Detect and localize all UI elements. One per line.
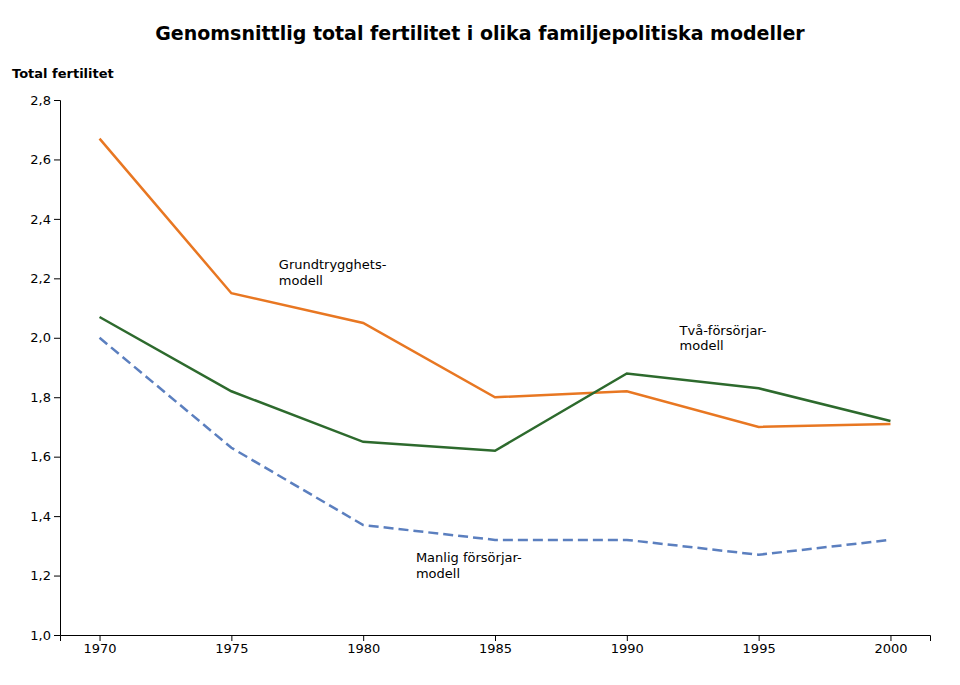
line	[100, 338, 891, 555]
tick-label: 1,8	[30, 390, 51, 405]
axis-line	[61, 636, 931, 642]
tick: 1990	[611, 635, 644, 656]
tick-mark	[54, 278, 60, 279]
tick-label: 2,6	[30, 152, 51, 167]
tick-mark	[54, 457, 60, 458]
tick: 1,2	[30, 568, 60, 583]
tick-mark	[54, 397, 60, 398]
tick: 1985	[479, 635, 512, 656]
tick: 1975	[215, 635, 248, 656]
tick-mark	[54, 219, 60, 220]
plot: 1970 1975 1980 1985 1990 1995 2000 1,0 1,2 1,4 1,6…	[30, 93, 930, 657]
tick-label: 1995	[743, 641, 776, 656]
tick-label: 2000	[874, 641, 907, 656]
tick: 1970	[83, 635, 116, 656]
tick-mark	[54, 516, 60, 517]
tick-label: 1,2	[30, 568, 51, 583]
tick: 2,0	[30, 330, 60, 345]
tick: 2000	[874, 635, 907, 656]
tick-mark	[54, 100, 60, 101]
lines	[100, 139, 891, 555]
x-axis: 1970 1975 1980 1985 1990 1995 2000	[61, 635, 931, 656]
chart: Genomsnittlig total fertilitet i olika f…	[0, 0, 960, 685]
tick: 2,4	[30, 212, 60, 227]
tick-label: 1,4	[30, 509, 51, 524]
tick: 2,2	[30, 271, 60, 286]
axis-line	[54, 101, 61, 636]
tick-mark	[495, 635, 496, 641]
tick: 1,0	[30, 628, 60, 643]
tick-mark	[100, 635, 101, 641]
tick-mark	[54, 576, 60, 577]
tick: 1,8	[30, 390, 60, 405]
tick-label: 2,2	[30, 271, 51, 286]
tick-mark	[231, 635, 232, 641]
annotation: Grundtrygghets-modell	[279, 257, 387, 288]
tick-label: 1985	[479, 641, 512, 656]
tick-label: 2,8	[30, 93, 51, 108]
tick-mark	[363, 635, 364, 641]
tick: 1980	[347, 635, 380, 656]
annotation: Manlig försörjar-modell	[416, 550, 522, 581]
title: Genomsnittlig total fertilitet i olika f…	[155, 22, 805, 44]
tick: 1995	[743, 635, 776, 656]
annotations: Grundtrygghets-modell Två-försörjar-model…	[279, 257, 767, 580]
annotation: Två-försörjar-modell	[679, 323, 767, 354]
tick-label: 1975	[215, 641, 248, 656]
tick-label: 1980	[347, 641, 380, 656]
tick-mark	[54, 338, 60, 339]
tick-label: 1,0	[30, 628, 51, 643]
tick-mark	[890, 635, 891, 641]
tick-label: 2,0	[30, 330, 51, 345]
y-axis-title: Total fertilitet	[12, 66, 114, 81]
tick-label: 1970	[83, 641, 116, 656]
y-axis: 1,0 1,2 1,4 1,6 1,8 2,0 2,2 2,4 2,6 2,8	[30, 93, 60, 643]
tick-label: 1990	[611, 641, 644, 656]
tick: 2,6	[30, 152, 60, 167]
tick: 2,8	[30, 93, 60, 108]
tick-label: 2,4	[30, 212, 51, 227]
tick: 1,6	[30, 449, 60, 464]
tick: 1,4	[30, 509, 60, 524]
tick-mark	[54, 159, 60, 160]
line	[100, 317, 891, 451]
tick-mark	[627, 635, 628, 641]
tick-label: 1,6	[30, 449, 51, 464]
tick-mark	[759, 635, 760, 641]
tick-mark	[54, 635, 60, 636]
